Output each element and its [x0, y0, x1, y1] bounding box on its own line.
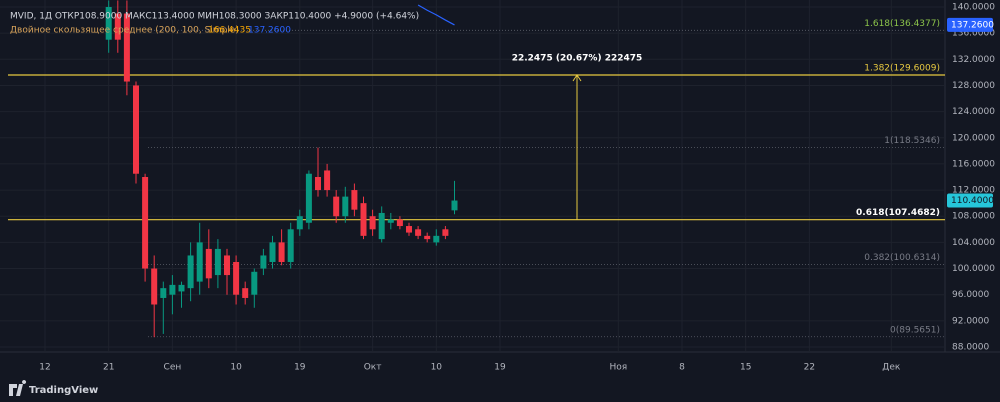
candle-body: [351, 190, 358, 210]
y-tick-label: 96.0000: [952, 290, 989, 300]
y-tick-label: 112.0000: [952, 186, 995, 196]
candle-body: [123, 13, 130, 82]
candle-body: [114, 13, 121, 40]
fib-label: 1.618(136.4377): [864, 19, 940, 29]
candle-body: [251, 271, 258, 295]
candle-body: [451, 200, 458, 211]
candle-body: [133, 85, 139, 174]
header-line: MVID, 1Д ОТКР108.9000 МАКС113.4000 МИН10…: [10, 12, 419, 22]
x-tick-label: 22: [804, 363, 815, 373]
candle-body: [324, 170, 331, 191]
fib-label: 0.618(107.4682): [856, 208, 940, 218]
y-tick-label: 132.0000: [952, 55, 995, 65]
price-tag: [947, 193, 993, 208]
y-tick-label: 124.0000: [952, 107, 995, 117]
candle-body: [178, 284, 185, 292]
candle-body: [342, 196, 349, 217]
candle-body: [406, 226, 412, 233]
x-tick-label: 10: [431, 363, 443, 373]
fib-label: 1.382(129.6009): [864, 63, 940, 73]
x-tick-label: Ноя: [609, 363, 627, 373]
candle-body: [433, 235, 440, 243]
logo-text: TradingView: [29, 385, 98, 396]
y-tick-label: 136.0000: [952, 29, 995, 39]
candle-body: [260, 255, 267, 269]
candle-body: [105, 6, 112, 40]
candle-body: [296, 216, 303, 230]
candle-body: [205, 248, 212, 279]
x-tick-label: 19: [294, 363, 306, 373]
x-tick-label: Окт: [364, 363, 382, 373]
candle-body: [142, 176, 149, 269]
y-tick-label: 108.0000: [952, 212, 995, 222]
y-tick-label: 88.0000: [952, 342, 989, 352]
y-tick-label: 116.0000: [952, 159, 995, 169]
indicator-value: 166.4435: [208, 26, 251, 36]
y-tick-label: 100.0000: [952, 264, 995, 274]
candle-body: [315, 176, 321, 191]
candle-body: [169, 284, 176, 295]
candle-body: [287, 229, 294, 262]
y-tick-label: 92.0000: [952, 316, 989, 326]
candle-body: [187, 255, 194, 289]
measure-label: 22.2475 (20.67%) 222475: [512, 53, 643, 63]
indicator-name: Двойное скользящее среднее (200, 100, Si…: [10, 26, 239, 36]
candle-body: [424, 235, 431, 240]
x-tick-label: 10: [230, 363, 242, 373]
candle-body: [305, 173, 312, 223]
fib-label: 0(89.5651): [890, 325, 940, 335]
plot: 88.000092.000096.0000100.0000104.0000108…: [0, 0, 995, 373]
candle-body: [278, 242, 285, 262]
y-tick-label: 104.0000: [952, 238, 995, 248]
candle-body: [233, 261, 240, 295]
logo: TradingView: [9, 380, 98, 396]
price-tag-label: 110.4000: [951, 196, 994, 206]
candle-body: [369, 216, 376, 230]
candle-body: [333, 196, 340, 217]
x-tick-label: 19: [494, 363, 506, 373]
indicator-value: 137.2600: [248, 26, 291, 36]
price-tag: [947, 17, 993, 32]
candle-body: [269, 242, 276, 262]
measure-arrow: [572, 74, 582, 82]
fib-label: 0.382(100.6314): [864, 253, 940, 263]
candle-body: [442, 229, 449, 236]
candle-body: [396, 219, 403, 227]
fib-label: 1(118.5346): [884, 136, 940, 146]
candle-body: [151, 268, 158, 305]
candle-body: [387, 219, 394, 223]
y-tick-label: 128.0000: [952, 81, 995, 91]
candle-body: [196, 242, 203, 282]
logo-icon: [9, 380, 27, 396]
x-tick-label: Сен: [164, 363, 182, 373]
y-tick-label: 140.0000: [952, 2, 995, 12]
x-tick-label: 12: [39, 363, 50, 373]
price-tag-label: 137.2600: [951, 20, 994, 30]
x-tick-label: 15: [740, 363, 751, 373]
x-tick-label: 21: [103, 363, 114, 373]
x-tick-label: Дек: [882, 363, 901, 373]
candle-body: [415, 229, 422, 236]
x-tick-label: 8: [679, 363, 685, 373]
candle-body: [360, 203, 367, 236]
candle-body: [214, 248, 221, 276]
ma-line: [417, 4, 455, 26]
candle-body: [160, 288, 167, 298]
y-tick-label: 120.0000: [952, 133, 995, 143]
candle-body: [242, 288, 249, 298]
candle-body: [224, 255, 230, 276]
candle-body: [378, 212, 385, 240]
